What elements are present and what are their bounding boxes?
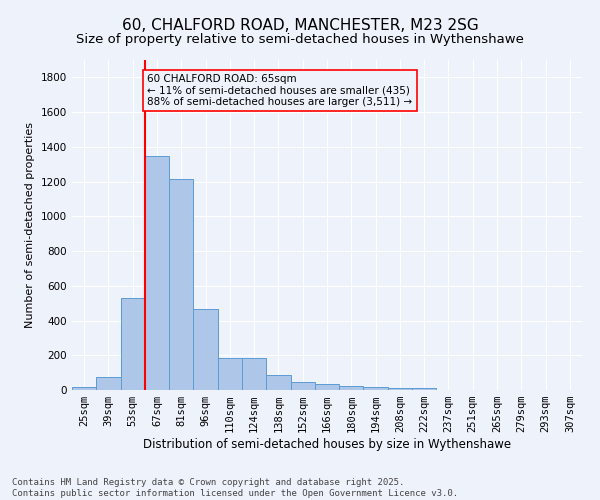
Bar xyxy=(169,179,193,390)
Bar xyxy=(266,375,290,390)
Bar xyxy=(364,386,388,390)
Text: 60, CHALFORD ROAD, MANCHESTER, M23 2SG: 60, CHALFORD ROAD, MANCHESTER, M23 2SG xyxy=(122,18,478,32)
Text: Size of property relative to semi-detached houses in Wythenshawe: Size of property relative to semi-detach… xyxy=(76,32,524,46)
Y-axis label: Number of semi-detached properties: Number of semi-detached properties xyxy=(25,122,35,328)
Bar xyxy=(339,386,364,390)
Bar xyxy=(242,358,266,390)
Text: Contains HM Land Registry data © Crown copyright and database right 2025.
Contai: Contains HM Land Registry data © Crown c… xyxy=(12,478,458,498)
Bar xyxy=(96,377,121,390)
X-axis label: Distribution of semi-detached houses by size in Wythenshawe: Distribution of semi-detached houses by … xyxy=(143,438,511,451)
Bar xyxy=(145,156,169,390)
Text: 60 CHALFORD ROAD: 65sqm
← 11% of semi-detached houses are smaller (435)
88% of s: 60 CHALFORD ROAD: 65sqm ← 11% of semi-de… xyxy=(147,74,412,107)
Bar xyxy=(412,388,436,390)
Bar xyxy=(193,309,218,390)
Bar xyxy=(315,384,339,390)
Bar xyxy=(290,382,315,390)
Bar xyxy=(218,358,242,390)
Bar xyxy=(72,386,96,390)
Bar xyxy=(388,388,412,390)
Bar xyxy=(121,298,145,390)
